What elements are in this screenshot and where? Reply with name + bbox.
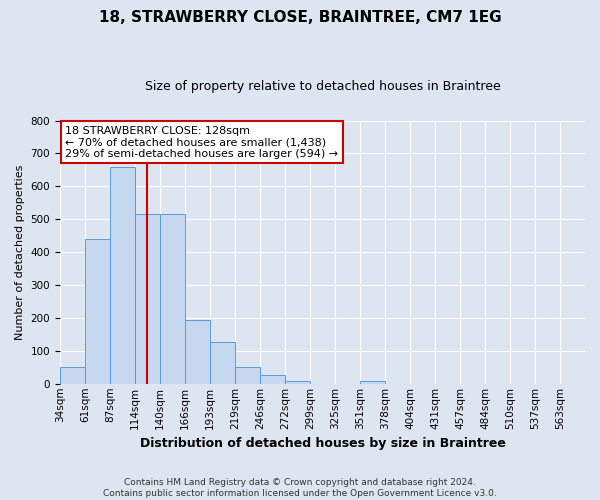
Bar: [235, 368, 260, 384]
Y-axis label: Number of detached properties: Number of detached properties: [15, 164, 25, 340]
Bar: [210, 342, 235, 384]
Bar: [360, 381, 385, 384]
Bar: [60, 368, 85, 384]
X-axis label: Distribution of detached houses by size in Braintree: Distribution of detached houses by size …: [140, 437, 505, 450]
Bar: [260, 375, 285, 384]
Title: Size of property relative to detached houses in Braintree: Size of property relative to detached ho…: [145, 80, 500, 93]
Bar: [160, 214, 185, 384]
Text: 18 STRAWBERRY CLOSE: 128sqm
← 70% of detached houses are smaller (1,438)
29% of : 18 STRAWBERRY CLOSE: 128sqm ← 70% of det…: [65, 126, 338, 159]
Text: 18, STRAWBERRY CLOSE, BRAINTREE, CM7 1EG: 18, STRAWBERRY CLOSE, BRAINTREE, CM7 1EG: [98, 10, 502, 25]
Bar: [285, 381, 310, 384]
Bar: [135, 214, 160, 384]
Bar: [85, 239, 110, 384]
Bar: [185, 320, 210, 384]
Text: Contains HM Land Registry data © Crown copyright and database right 2024.
Contai: Contains HM Land Registry data © Crown c…: [103, 478, 497, 498]
Bar: [110, 166, 135, 384]
